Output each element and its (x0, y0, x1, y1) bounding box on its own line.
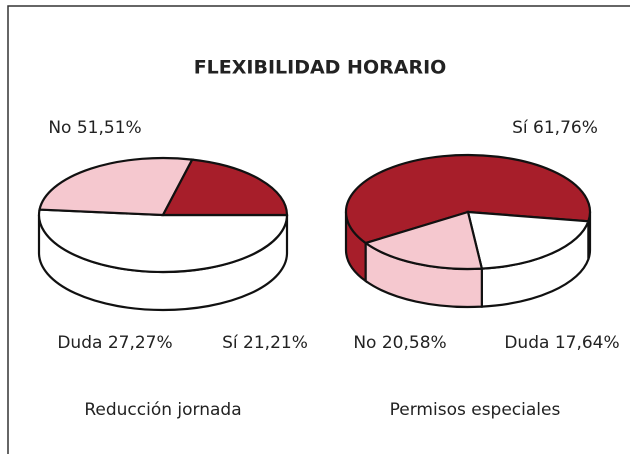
pie-slice (37, 208, 289, 274)
pie-title: Reducción jornada (84, 400, 241, 420)
slice-label: Sí 61,76% (512, 118, 598, 138)
slice-value: 61,76% (533, 118, 598, 138)
slice-category: No (353, 333, 376, 353)
slice-label: No 20,58% (353, 333, 446, 353)
slice-category: No (48, 118, 71, 138)
slice-category: Duda (504, 333, 549, 353)
pie-title: Permisos especiales (390, 400, 561, 420)
slice-value: 27,27% (108, 333, 173, 353)
pie-slice (363, 210, 484, 271)
slice-category: Duda (57, 333, 102, 353)
pie-slice (344, 153, 592, 245)
slice-value: 21,21% (243, 333, 308, 353)
pie-slice (161, 158, 289, 217)
slice-category: Sí (222, 333, 239, 353)
frame (7, 5, 630, 454)
slice-value: 20,58% (382, 333, 447, 353)
slice-label: Duda 27,27% (57, 333, 172, 353)
slice-label: Sí 21,21% (222, 333, 308, 353)
slice-label: Duda 17,64% (504, 333, 619, 353)
slice-label: No 51,51% (48, 118, 141, 138)
slice-value: 51,51% (77, 118, 142, 138)
slice-category: Sí (512, 118, 529, 138)
pie-slice (38, 156, 194, 217)
pie-slice (466, 210, 590, 270)
slice-value: 17,64% (555, 333, 620, 353)
chart-title: FLEXIBILIDAD HORARIO (194, 57, 447, 79)
